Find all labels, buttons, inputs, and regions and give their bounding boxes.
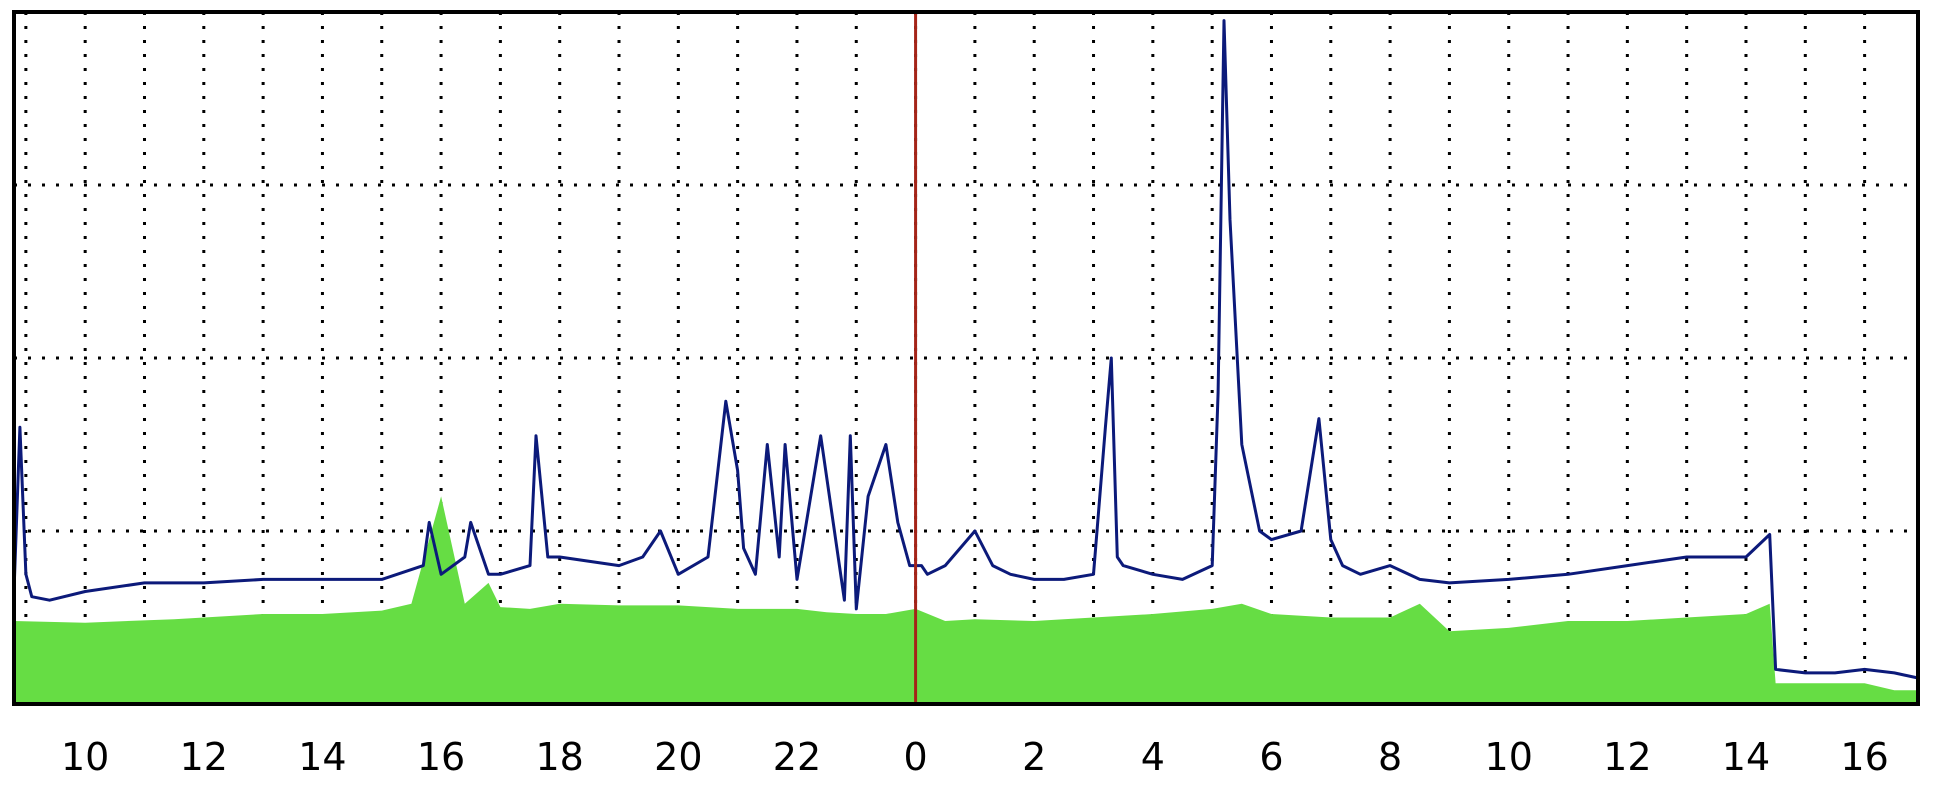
x-tick-label: 14 [298, 735, 346, 779]
x-tick-label: 0 [903, 735, 927, 779]
series-layer [12, 19, 1919, 704]
x-tick-label: 6 [1259, 735, 1283, 779]
x-tick-labels: 10 12 14 16 18 20 22 0 2 4 6 8 10 12 14 16 [61, 735, 1889, 779]
x-tick-label: 22 [773, 735, 821, 779]
x-tick-label: 4 [1141, 735, 1165, 779]
x-tick-label: 12 [1603, 735, 1651, 779]
x-tick-label: 16 [417, 735, 465, 779]
outgoing-line-series [12, 19, 1919, 680]
plot-frame [12, 10, 1920, 706]
x-tick-label: 10 [1485, 735, 1533, 779]
x-tick-label: 12 [180, 735, 228, 779]
x-tick-label: 20 [654, 735, 702, 779]
x-tick-label: 10 [61, 735, 109, 779]
x-tick-label: 8 [1378, 735, 1402, 779]
x-tick-label: 16 [1840, 735, 1888, 779]
x-tick-label: 14 [1722, 735, 1770, 779]
x-tick-label: 2 [1022, 735, 1046, 779]
x-tick-label: 18 [536, 735, 584, 779]
incoming-area-series [14, 496, 1918, 704]
